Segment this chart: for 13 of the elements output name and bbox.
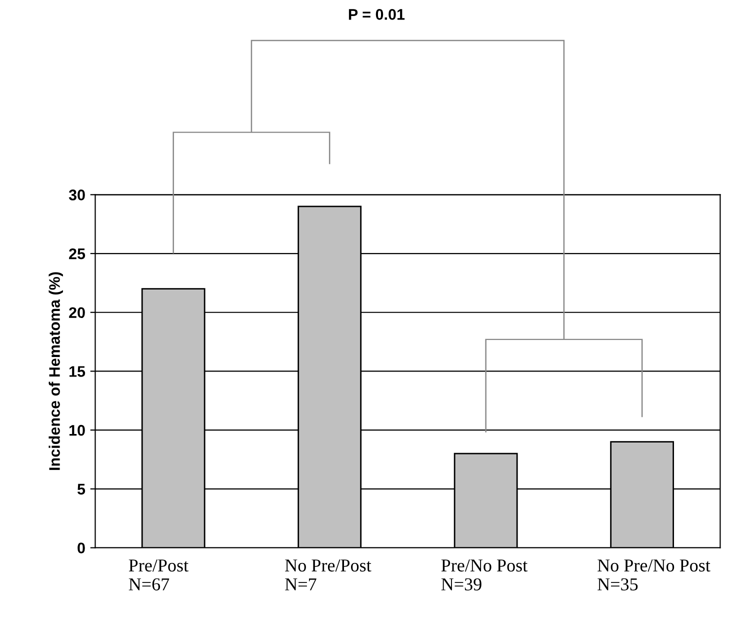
- y-tick-label: 20: [69, 307, 85, 318]
- y-tick-label: 15: [69, 366, 86, 377]
- y-tick-label: 10: [69, 424, 85, 436]
- y-tick-label: 0: [78, 542, 85, 554]
- x-tick-label: No Pre/Post N=7: [285, 559, 372, 590]
- y-tick-label: 30: [68, 190, 85, 200]
- x-tick-label: Pre/No Post N=39: [441, 559, 528, 590]
- y-tick-label: 25: [69, 248, 86, 260]
- text: P = 0.01: [348, 9, 405, 20]
- y-tick-label: 5: [77, 484, 86, 495]
- x-tick-label: Pre/Post N=67: [128, 559, 188, 590]
- x-tick-label: No Pre/No Post N=35: [598, 559, 710, 590]
- y-axis-title: Incidence of Hematoma (%): [48, 272, 63, 470]
